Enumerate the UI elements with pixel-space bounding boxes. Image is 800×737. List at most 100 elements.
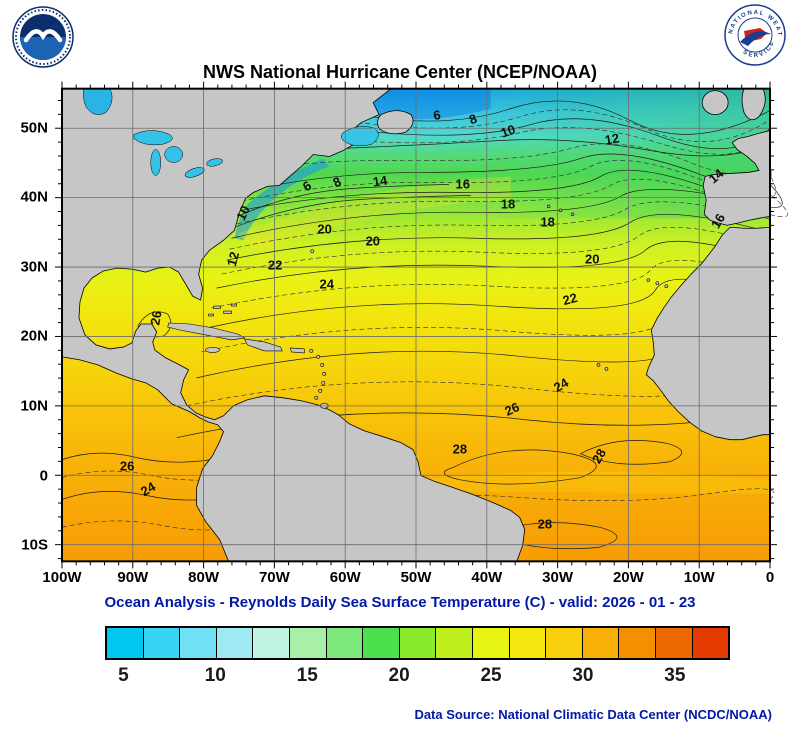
x-axis-tick-label: 0 <box>765 569 775 586</box>
cuba-island <box>167 322 246 341</box>
y-axis-tick-label: 0 <box>39 467 48 485</box>
colorbar-segment <box>692 628 729 658</box>
canary-island <box>664 284 669 288</box>
y-axis-tick-label: 30N <box>20 258 48 276</box>
lesser-antilles-island <box>316 355 321 359</box>
colorbar: 5 10 15 20 25 30 35 <box>105 626 730 691</box>
nws-logo-icon: NATIONAL WEATHER SERVICE <box>721 0 786 66</box>
lesser-antilles-island <box>318 388 323 393</box>
colorbar-segment <box>509 628 547 658</box>
x-axis-tick-label: 100W <box>42 569 82 586</box>
islands-layer <box>167 204 669 409</box>
colorbar-ticks: 5 10 15 20 25 30 35 <box>105 665 730 691</box>
header: NWS National Hurricane Center (NCEP/NOAA… <box>0 0 800 88</box>
bermuda-island <box>310 249 315 254</box>
britain-landmass <box>741 88 766 121</box>
axis-ticks <box>55 81 777 569</box>
x-axis-tick-label: 20W <box>612 569 644 586</box>
y-axis-labels: 50N 40N 30N 20N 10N 0 10S <box>0 88 56 562</box>
lesser-antilles-island <box>309 349 314 353</box>
inland-water-layer <box>83 88 379 178</box>
colorbar-tick-label: 25 <box>480 665 502 686</box>
bahamas-island <box>213 305 221 309</box>
x-axis-tick-label: 30W <box>542 569 574 586</box>
cape-verde-island <box>596 363 601 367</box>
canary-island <box>646 278 651 282</box>
nws-swoosh-glyph <box>740 31 771 46</box>
lesser-antilles-island <box>314 395 319 400</box>
y-axis-tick-label: 20N <box>20 327 48 345</box>
canary-island <box>655 281 660 285</box>
x-axis-tick-label: 60W <box>329 569 361 586</box>
colorbar-segment <box>655 628 693 658</box>
lake-ontario <box>206 158 223 167</box>
colorbar-segment <box>143 628 181 658</box>
colorbar-segment <box>216 628 254 658</box>
y-axis-tick-label: 40N <box>20 188 48 206</box>
europe-landmass <box>702 130 771 226</box>
africa-landmass <box>645 226 771 441</box>
jamaica-island <box>205 347 220 353</box>
map-caption: Ocean Analysis - Reynolds Daily Sea Surf… <box>104 594 696 611</box>
hispaniola-island <box>243 338 283 352</box>
gulf-st-lawrence <box>340 126 379 147</box>
grid-lines <box>62 88 770 562</box>
noaa-logo <box>12 6 74 68</box>
lesser-antilles-island <box>320 362 325 367</box>
colorbar-segment <box>289 628 327 658</box>
colorbar-segment <box>107 628 144 658</box>
colorbar-segment <box>363 628 400 658</box>
noaa-logo-icon <box>12 6 74 68</box>
colorbar-segment <box>326 628 364 658</box>
bahamas-island <box>208 313 214 317</box>
x-axis-tick-label: 70W <box>258 569 290 586</box>
azores-island <box>570 212 575 217</box>
x-axis-tick-label: 90W <box>117 569 149 586</box>
map-canvas <box>55 81 789 569</box>
cape-verde-island <box>604 367 609 371</box>
colorbar-segment <box>399 628 437 658</box>
nws-logo: NATIONAL WEATHER SERVICE <box>721 0 786 66</box>
colorbar-tick-label: 5 <box>118 665 129 686</box>
hudson-bay <box>83 88 113 115</box>
puerto-rico-island <box>289 347 305 354</box>
sst-map: 6 8 10 12 6 8 14 16 10 14 18 18 16 20 20 20 12 22 22 24 26 24… <box>55 81 789 569</box>
x-axis-tick-label: 40W <box>471 569 503 586</box>
page-title: NWS National Hurricane Center (NCEP/NOAA… <box>202 62 598 83</box>
x-axis-tick-label: 10W <box>683 569 715 586</box>
colorbar-segment <box>546 628 583 658</box>
newfoundland-island <box>377 110 414 135</box>
bahamas-island <box>231 303 237 307</box>
colorbar-segment <box>436 628 473 658</box>
y-axis-tick-label: 50N <box>20 119 48 137</box>
seagull-icon <box>23 29 63 43</box>
ireland-landmass <box>701 90 729 115</box>
colorbar-gradient <box>105 626 730 660</box>
azores-island <box>546 204 551 209</box>
lake-erie <box>184 167 205 178</box>
colorbar-segment <box>180 628 217 658</box>
azores-island <box>558 208 563 213</box>
y-axis-tick-label: 10N <box>20 397 48 415</box>
colorbar-segment <box>582 628 620 658</box>
bahamas-island <box>223 310 232 314</box>
lake-michigan <box>150 149 161 176</box>
lake-superior <box>133 130 173 146</box>
lesser-antilles-island <box>322 371 327 376</box>
x-axis-tick-label: 80W <box>188 569 220 586</box>
lesser-antilles-island <box>321 380 326 385</box>
colorbar-tick-label: 35 <box>664 665 686 686</box>
colorbar-tick-label: 10 <box>204 665 226 686</box>
colorbar-tick-label: 20 <box>388 665 410 686</box>
lake-huron <box>164 146 183 163</box>
colorbar-segment <box>253 628 290 658</box>
data-source-text: Data Source: National Climatic Data Cent… <box>414 707 772 722</box>
colorbar-segment <box>472 628 510 658</box>
colorbar-tick-label: 30 <box>572 665 594 686</box>
y-axis-tick-label: 10S <box>21 536 48 554</box>
x-axis-labels: 100W 90W 80W 70W 60W 50W 40W 30W 20W 10W 0 <box>42 567 774 589</box>
x-axis-tick-label: 50W <box>400 569 432 586</box>
colorbar-tick-label: 15 <box>296 665 318 686</box>
colorbar-segment <box>619 628 656 658</box>
